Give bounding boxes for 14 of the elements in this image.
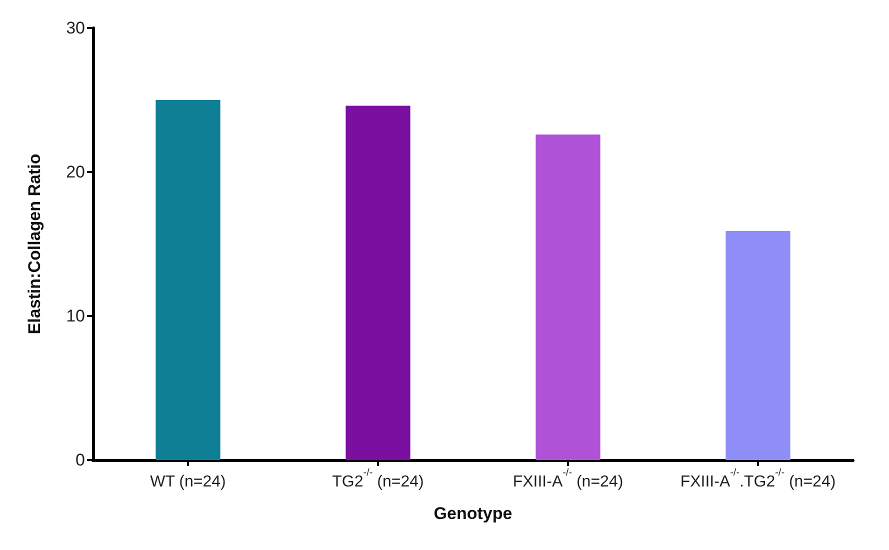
y-tick-label: 0 <box>76 450 85 470</box>
y-axis-title: Elastin:Collagen Ratio <box>25 154 44 334</box>
bar <box>156 100 220 460</box>
y-tick-label: 20 <box>66 162 85 182</box>
bar <box>726 231 790 460</box>
bar <box>536 134 600 460</box>
y-tick-label: 30 <box>66 18 85 38</box>
x-tick-label: WT (n=24) <box>150 474 226 490</box>
y-tick-label: 10 <box>66 306 85 326</box>
x-tick-label: TG2-/- (n=24) <box>332 468 424 490</box>
bar <box>346 106 410 460</box>
x-axis-title: Genotype <box>434 504 512 523</box>
x-tick-label: FXIII-A-/-.TG2-/- (n=24) <box>680 468 836 490</box>
x-tick-label: FXIII-A-/- (n=24) <box>512 468 624 490</box>
